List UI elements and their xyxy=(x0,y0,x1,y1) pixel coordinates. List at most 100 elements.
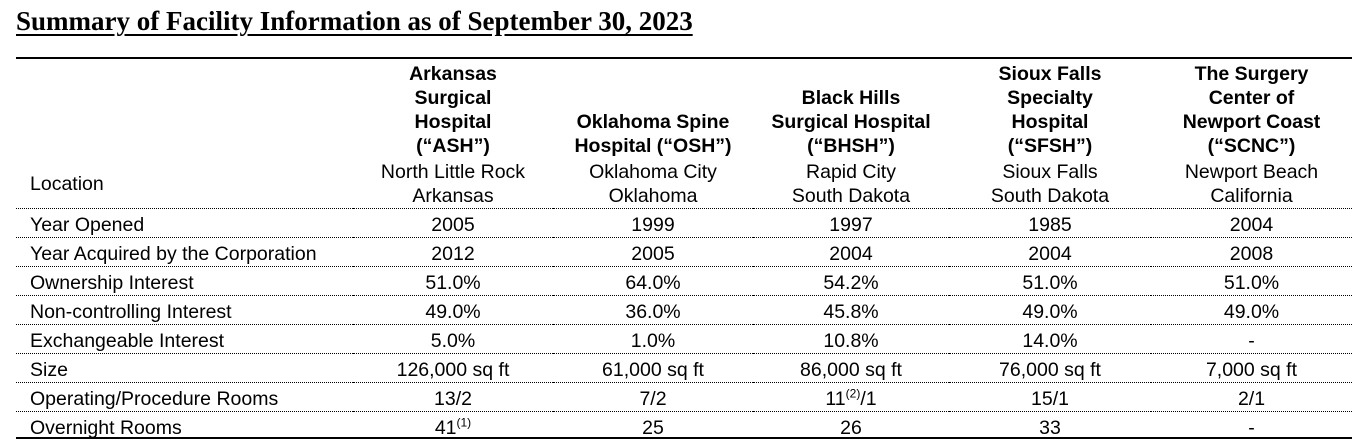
table-cell: 126,000 sq ft xyxy=(353,353,553,383)
table-row: Year Acquired by the Corporation 2012 2005… xyxy=(16,237,1352,267)
row-label: Overnight Rooms xyxy=(30,417,182,439)
row-label: Year Acquired by the Corporation xyxy=(16,237,353,267)
table-cell: 33 xyxy=(949,412,1151,441)
table-row: Non-controlling Interest 49.0% 36.0% 45.8% 4… xyxy=(16,295,1352,325)
location-cell: Rapid City South Dakota xyxy=(753,160,949,209)
cell-value: 11 xyxy=(825,388,846,410)
row-label: Non-controlling Interest xyxy=(16,295,353,325)
cell-value: 14.0% xyxy=(1022,330,1078,352)
cell-value: 126,000 sq ft xyxy=(396,359,510,381)
table-cell: 1999 xyxy=(553,208,753,238)
cell-value: 1985 xyxy=(1028,214,1072,236)
row-label: Exchangeable Interest xyxy=(16,324,353,354)
cell-value: 76,000 sq ft xyxy=(999,359,1101,381)
cell-value: 54.2% xyxy=(823,272,879,294)
table-cell: 76,000 sq ft xyxy=(949,353,1151,383)
footnote-marker: (2) xyxy=(845,386,861,401)
cell-value: 15/1 xyxy=(1031,388,1069,410)
table-cell: 1985 xyxy=(949,208,1151,238)
table-cell: 61,000 sq ft xyxy=(553,353,753,383)
location-cell: Sioux Falls South Dakota xyxy=(949,160,1151,209)
cell-value-suffix: /1 xyxy=(860,388,877,410)
cell-value: - xyxy=(1248,417,1255,439)
cell-value: 5.0% xyxy=(430,330,476,352)
cell-value: - xyxy=(1248,330,1255,352)
table-cell: 2004 xyxy=(753,237,949,267)
cell-value: 1.0% xyxy=(630,330,676,352)
column-header-scnc: The Surgery Center of Newport Coast (“SC… xyxy=(1182,63,1321,157)
table-cell: - xyxy=(1151,412,1352,441)
cell-value: 10.8% xyxy=(823,330,879,352)
table-cell: 2004 xyxy=(949,237,1151,267)
cell-value: 2012 xyxy=(431,243,475,265)
cell-value: 51.0% xyxy=(1022,272,1078,294)
table-cell: 49.0% xyxy=(949,295,1151,325)
table-cell: 49.0% xyxy=(1151,295,1352,325)
table-cell: 2/1 xyxy=(1151,382,1352,412)
table-cell: 7,000 sq ft xyxy=(1151,353,1352,383)
table-cell: 86,000 sq ft xyxy=(753,353,949,383)
cell-value: 1999 xyxy=(631,214,675,236)
column-header-osh: Oklahoma Spine Hospital (“OSH”) xyxy=(574,111,732,157)
table-row: Ownership Interest 51.0% 64.0% 54.2% 51.0% 51… xyxy=(16,266,1352,296)
cell-value: 25 xyxy=(642,417,664,439)
table-cell: 11(2)/1 xyxy=(753,382,949,412)
cell-value: 2/1 xyxy=(1237,388,1266,410)
cell-value: 49.0% xyxy=(1223,301,1280,323)
cell-value: 51.0% xyxy=(1223,272,1280,294)
cell-value: 49.0% xyxy=(425,301,481,323)
row-label: Operating/Procedure Rooms xyxy=(16,382,353,412)
cell-value: 26 xyxy=(840,417,862,439)
cell-value: 86,000 sq ft xyxy=(800,359,902,381)
cell-value: 45.8% xyxy=(823,301,879,323)
cell-value: 2005 xyxy=(431,214,475,236)
table-cell: 26 xyxy=(753,412,949,441)
table-cell: 14.0% xyxy=(949,324,1151,354)
table-row: Operating/Procedure Rooms 13/2 7/2 11(2)/1 1… xyxy=(16,382,1352,412)
page-title: Summary of Facility Information as of Se… xyxy=(16,6,693,36)
table-cell: 51.0% xyxy=(353,266,553,296)
location-cell: North Little Rock Arkansas xyxy=(353,160,553,209)
cell-value: 7,000 sq ft xyxy=(1205,359,1298,381)
row-label: Ownership Interest xyxy=(16,266,353,296)
table-cell: 7/2 xyxy=(553,382,753,412)
table-cell: 36.0% xyxy=(553,295,753,325)
table-cell: 41(1) xyxy=(353,412,553,441)
table-cell: 25 xyxy=(553,412,753,441)
cell-value: 64.0% xyxy=(625,272,681,294)
header-row: Arkansas Surgical Hospital (“ASH”) Oklah… xyxy=(16,60,1352,160)
column-header-bhsh: Black Hills Surgical Hospital (“BHSH”) xyxy=(771,87,931,157)
column-header-ash: Arkansas Surgical Hospital (“ASH”) xyxy=(409,63,497,157)
table-cell: 1997 xyxy=(753,208,949,238)
cell-value: 2004 xyxy=(1028,243,1072,265)
table-cell: - xyxy=(1151,324,1352,354)
cell-value: 2005 xyxy=(631,243,675,265)
cell-value: 41 xyxy=(434,417,457,439)
cell-value: 49.0% xyxy=(1022,301,1078,323)
table-cell: 13/2 xyxy=(353,382,553,412)
table-row: Exchangeable Interest 5.0% 1.0% 10.8% 14.0% - xyxy=(16,324,1352,354)
cell-value: 2008 xyxy=(1229,243,1274,265)
table-cell: 2008 xyxy=(1151,237,1352,267)
table-body: Year Opened 2005 1999 1997 1985 2004 Year Acqu… xyxy=(16,208,1352,441)
table-cell: 15/1 xyxy=(949,382,1151,412)
table-cell: 2004 xyxy=(1151,208,1352,238)
facility-table: Arkansas Surgical Hospital (“ASH”) Oklah… xyxy=(16,60,1352,440)
cell-value: 36.0% xyxy=(625,301,681,323)
footnote-marker: (1) xyxy=(456,415,472,430)
table-bottom-rule xyxy=(16,437,1352,439)
table-cell: 2012 xyxy=(353,237,553,267)
cell-value: 7/2 xyxy=(639,388,667,410)
header-label-blank xyxy=(16,60,353,160)
cell-value: 2004 xyxy=(1229,214,1274,236)
cell-value: 61,000 sq ft xyxy=(602,359,704,381)
location-cell: Newport Beach California xyxy=(1151,160,1352,209)
cell-value: 51.0% xyxy=(425,272,481,294)
cell-value: 13/2 xyxy=(434,388,472,410)
cell-value: 2004 xyxy=(829,243,873,265)
table-top-rule xyxy=(16,57,1352,59)
table-cell: 49.0% xyxy=(353,295,553,325)
table-cell: 51.0% xyxy=(1151,266,1352,296)
cell-value: 33 xyxy=(1039,417,1061,439)
table-cell: 2005 xyxy=(353,208,553,238)
